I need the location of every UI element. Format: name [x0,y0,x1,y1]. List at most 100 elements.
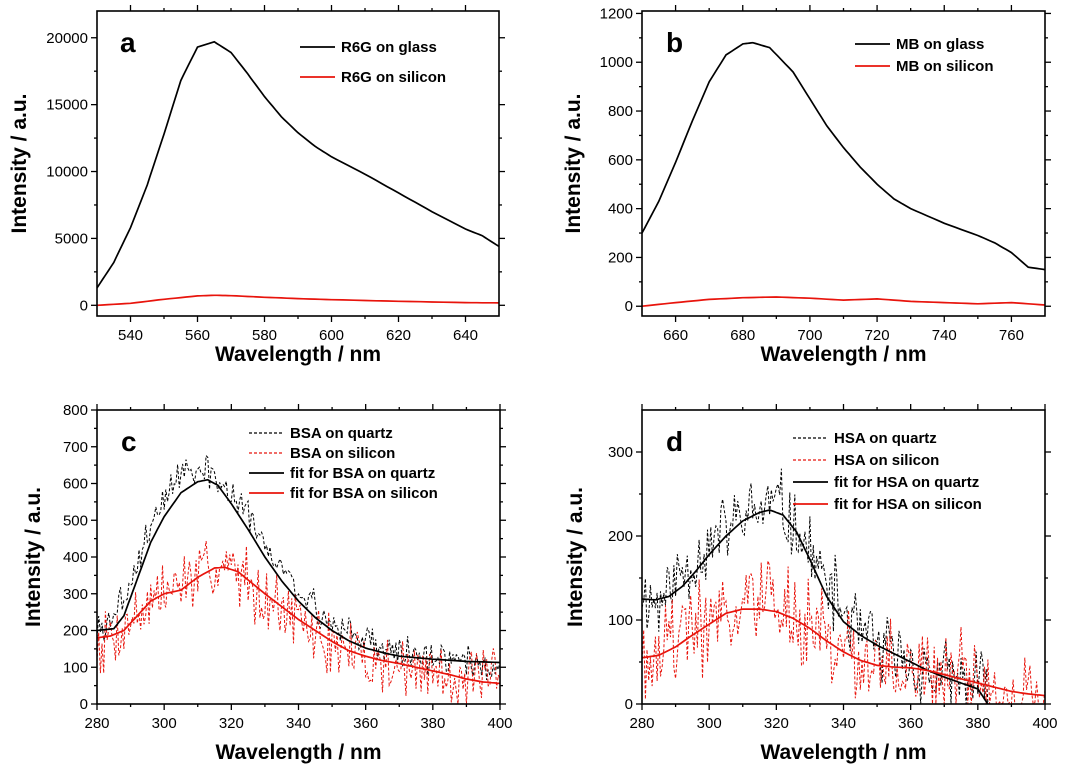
y-tick-label: 5000 [55,230,88,247]
x-axis-label: Wavelength / nm [760,343,926,366]
y-tick-label: 800 [63,402,88,419]
legend: MB on glass MB on silicon [855,36,994,75]
legend-label: fit for BSA on quartz [290,465,435,482]
series-line-b-1 [642,296,1045,308]
x-tick-label: 560 [185,327,210,344]
x-tick-label: 360 [898,715,923,732]
y-tick-label: 400 [63,549,88,566]
y-tick-label: 100 [63,659,88,676]
y-tick-label: 200 [608,528,633,545]
y-tick-label: 200 [63,623,88,640]
y-tick-label: 700 [63,439,88,456]
x-tick-label: 640 [453,327,478,344]
y-tick-label: 300 [608,444,633,461]
y-tick-label: 10000 [46,164,88,181]
y-tick-label: 400 [608,201,633,218]
series-line-c-2 [97,478,500,664]
legend-label: R6G on glass [341,39,437,56]
x-tick-label: 600 [319,327,344,344]
x-axis-label: Wavelength / nm [760,741,926,764]
legend-label: MB on silicon [896,58,994,75]
x-tick-label: 540 [118,327,143,344]
panel-letter: a [120,27,136,58]
panel-letter: b [666,27,683,58]
series-line-b-0 [642,41,1045,271]
x-tick-label: 620 [386,327,411,344]
panel-b: 660 680 700 720 740 760 0 200 400 600 800 1000 1200 W… [562,5,1051,366]
series-line-c-3 [97,566,500,685]
x-tick-label: 280 [84,715,109,732]
legend-label: BSA on quartz [290,425,393,442]
panel-c: 280 300 320 340 360 380 400 0 100 200 300 400 500 600… [22,402,513,764]
legend-label: fit for HSA on quartz [834,474,979,491]
plot-area [97,454,500,704]
y-tick-label: 200 [608,249,633,266]
series-line-d-2 [642,509,989,704]
x-tick-label: 700 [797,327,822,344]
x-tick-label: 340 [831,715,856,732]
y-tick-label: 0 [625,298,633,315]
series-line-c-0 [97,454,500,681]
legend: R6G on glass R6G on silicon [300,39,446,86]
panel-letter: d [666,426,683,457]
legend-label: R6G on silicon [341,69,446,86]
plot-area [97,40,499,307]
y-tick-label: 600 [63,476,88,493]
x-tick-label: 400 [1032,715,1057,732]
y-tick-label: 600 [608,152,633,169]
series-line-d-1 [642,560,1045,704]
x-tick-label: 580 [252,327,277,344]
x-tick-label: 660 [663,327,688,344]
x-axis-label: Wavelength / nm [215,343,381,366]
panel-a: 540 560 580 600 620 640 0 5000 10000 15000 20000 Wa… [8,5,505,366]
legend-label: fit for HSA on silicon [834,496,982,513]
series-line-d-3 [642,608,1045,697]
legend-label: HSA on silicon [834,452,939,469]
x-tick-label: 340 [286,715,311,732]
legend-label: HSA on quartz [834,430,937,447]
x-tick-label: 300 [152,715,177,732]
x-tick-label: 400 [487,715,512,732]
y-tick-label: 1000 [600,54,633,71]
y-tick-label: 300 [63,586,88,603]
panel-letter: c [121,426,137,457]
x-tick-label: 360 [353,715,378,732]
panel-d: 280 300 320 340 360 380 400 0 100 200 300 Wavelengt… [564,404,1058,764]
plot-area [642,41,1045,308]
x-tick-label: 720 [865,327,890,344]
y-tick-label: 0 [80,297,88,314]
legend-label: MB on glass [896,36,984,53]
y-tick-label: 100 [608,612,633,629]
legend-label: BSA on silicon [290,445,395,462]
legend-label: fit for BSA on silicon [290,485,438,502]
x-tick-label: 380 [420,715,445,732]
legend: BSA on quartz BSA on silicon fit for BSA o… [249,425,438,502]
x-tick-label: 380 [965,715,990,732]
y-tick-label: 20000 [46,30,88,47]
series-line-c-1 [97,541,500,704]
plot-frame [96,10,500,317]
plot-frame [641,10,1046,317]
y-tick-label: 0 [80,696,88,713]
x-tick-label: 760 [999,327,1024,344]
plot-area [642,468,1045,704]
y-axis-label: Intensity / a.u. [22,487,45,627]
x-tick-label: 740 [932,327,957,344]
x-tick-label: 320 [764,715,789,732]
x-tick-label: 280 [629,715,654,732]
series-line-a-1 [97,294,499,307]
x-tick-label: 680 [730,327,755,344]
y-tick-label: 800 [608,103,633,120]
y-axis-label: Intensity / a.u. [564,487,587,627]
x-tick-label: 320 [219,715,244,732]
x-axis-label: Wavelength / nm [215,741,381,764]
series-line-a-0 [97,40,499,289]
y-axis-label: Intensity / a.u. [562,93,585,233]
legend: HSA on quartz HSA on silicon fit for HSA o… [793,430,982,513]
y-tick-label: 0 [625,696,633,713]
y-axis-label: Intensity / a.u. [8,93,31,233]
x-tick-label: 300 [697,715,722,732]
y-tick-label: 15000 [46,97,88,114]
y-tick-label: 1200 [600,5,633,22]
